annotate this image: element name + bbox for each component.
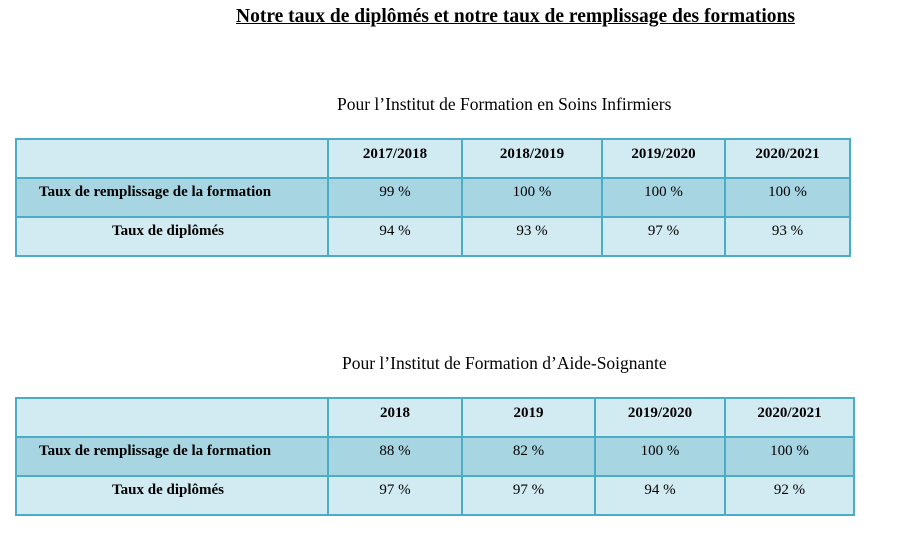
table-1-subtitle: Pour l’Institut de Formation en Soins In… [337, 94, 672, 114]
table-row: Taux de remplissage de la formation 88 %… [15, 436, 855, 477]
header-cell: 2019/2020 [601, 138, 726, 179]
header-cell [15, 397, 329, 438]
table-row: Taux de diplômés 94 % 93 % 97 % 93 % [15, 216, 851, 257]
table-2-subtitle: Pour l’Institut de Formation d’Aide-Soig… [342, 353, 667, 373]
row-label: Taux de diplômés [15, 216, 329, 257]
table-cell: 97 % [461, 475, 596, 516]
table-cell: 92 % [724, 475, 855, 516]
table-cell: 100 % [594, 436, 726, 477]
table-cell: 94 % [327, 216, 463, 257]
page-title: Notre taux de diplômés et notre taux de … [236, 6, 795, 27]
row-label: Taux de diplômés [15, 475, 329, 516]
table-cell: 100 % [461, 177, 603, 218]
table-header-row: 2018 2019 2019/2020 2020/2021 [15, 397, 855, 438]
header-cell: 2017/2018 [327, 138, 463, 179]
header-cell: 2020/2021 [724, 138, 851, 179]
header-cell: 2018 [327, 397, 463, 438]
header-cell [15, 138, 329, 179]
table-row: Taux de diplômés 97 % 97 % 94 % 92 % [15, 475, 855, 516]
header-cell: 2019 [461, 397, 596, 438]
table-cell: 100 % [724, 177, 851, 218]
table-ifas: 2018 2019 2019/2020 2020/2021 Taux de re… [15, 397, 855, 516]
row-label: Taux de remplissage de la formation [15, 436, 329, 477]
table-cell: 99 % [327, 177, 463, 218]
table-cell: 100 % [601, 177, 726, 218]
table-ifsi: 2017/2018 2018/2019 2019/2020 2020/2021 … [15, 138, 851, 257]
table-cell: 94 % [594, 475, 726, 516]
table-row: Taux de remplissage de la formation 99 %… [15, 177, 851, 218]
row-label: Taux de remplissage de la formation [15, 177, 329, 218]
header-cell: 2020/2021 [724, 397, 855, 438]
table-cell: 93 % [461, 216, 603, 257]
table-cell: 97 % [601, 216, 726, 257]
table-cell: 97 % [327, 475, 463, 516]
table-cell: 82 % [461, 436, 596, 477]
table-header-row: 2017/2018 2018/2019 2019/2020 2020/2021 [15, 138, 851, 179]
table-cell: 88 % [327, 436, 463, 477]
header-cell: 2018/2019 [461, 138, 603, 179]
table-cell: 93 % [724, 216, 851, 257]
header-cell: 2019/2020 [594, 397, 726, 438]
table-cell: 100 % [724, 436, 855, 477]
